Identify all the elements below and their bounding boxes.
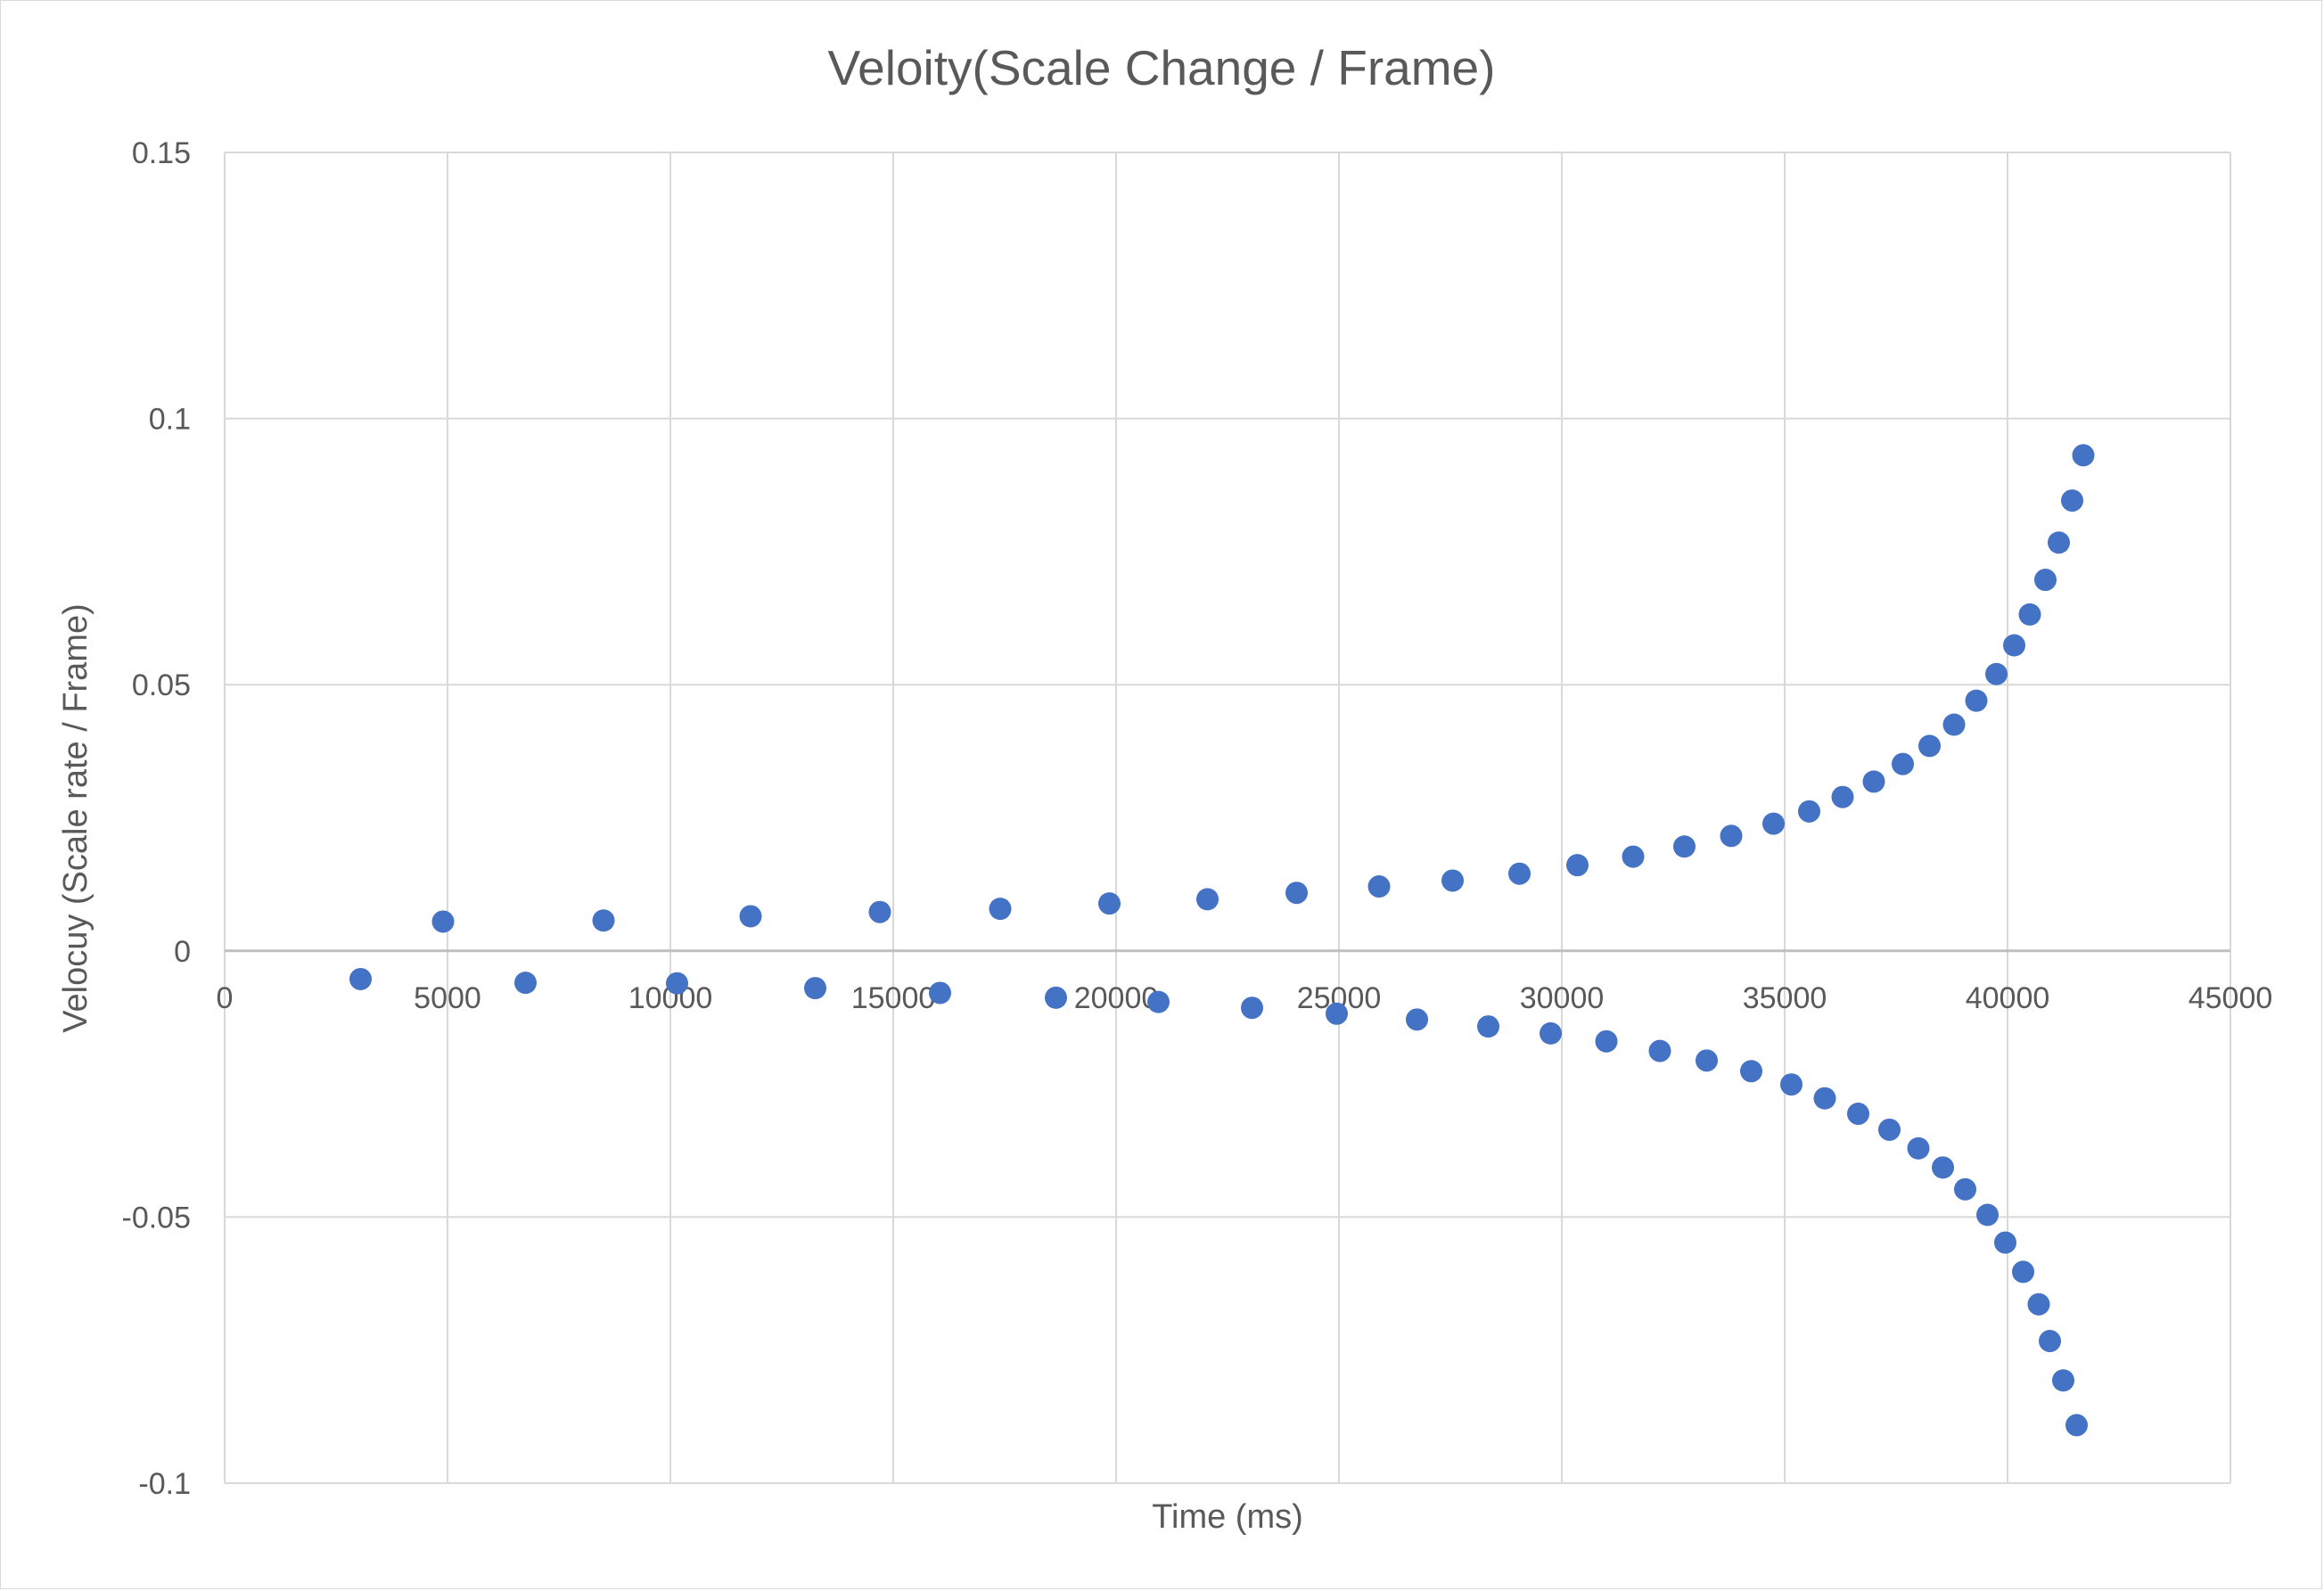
data-point — [514, 972, 537, 995]
y-tick-label: -0.1 — [138, 1467, 191, 1501]
chart-title: Veloity(Scale Change / Frame) — [828, 40, 1496, 95]
data-point — [1740, 1060, 1762, 1083]
data-point — [1566, 854, 1589, 877]
y-tick-label: 0.15 — [132, 136, 191, 170]
y-axis-title: Velocuy (Scale rate / Frame) — [57, 603, 94, 1033]
x-tick-label: 20000 — [1074, 981, 1159, 1015]
y-tick-label: -0.05 — [122, 1201, 192, 1234]
data-point — [1673, 835, 1696, 858]
data-point — [1595, 1029, 1618, 1053]
tick-labels: 0 5000 10000 15000 20000 25000 30000 35000 40000… — [122, 136, 2273, 1501]
y-tick-label: 0 — [174, 935, 191, 969]
data-point — [1762, 812, 1785, 835]
data-point — [804, 977, 826, 1000]
data-point — [1622, 845, 1645, 868]
data-point — [1976, 1203, 1999, 1226]
data-point — [1326, 1002, 1348, 1025]
data-point — [1813, 1087, 1836, 1110]
data-point — [1196, 888, 1219, 911]
data-point — [1045, 986, 1067, 1009]
data-point — [1932, 1156, 1954, 1179]
data-point — [1441, 869, 1464, 892]
x-tick-label: 0 — [217, 981, 234, 1015]
data-point — [1696, 1049, 1718, 1072]
data-point — [349, 967, 372, 990]
x-tick-label: 15000 — [851, 981, 936, 1015]
data-point — [2034, 569, 2057, 592]
data-point — [1508, 862, 1531, 885]
x-tick-label: 45000 — [2189, 981, 2273, 1015]
x-tick-label: 30000 — [1520, 981, 1605, 1015]
data-point — [1918, 734, 1941, 758]
data-point — [2018, 603, 2041, 626]
data-point — [1954, 1177, 1976, 1201]
data-point — [1098, 892, 1121, 915]
data-point — [2048, 531, 2070, 554]
data-point — [1720, 824, 1743, 848]
data-point — [2061, 489, 2083, 513]
data-point — [1406, 1008, 1428, 1031]
data-point — [1965, 689, 1988, 712]
data-point — [1367, 875, 1391, 898]
data-point — [739, 905, 762, 928]
data-point — [989, 898, 1012, 921]
data-point — [431, 910, 455, 933]
y-tick-label: 0.1 — [149, 403, 191, 437]
data-point — [1648, 1039, 1671, 1062]
data-point — [1241, 996, 1263, 1020]
data-point — [592, 909, 615, 932]
data-points — [349, 444, 2095, 1437]
data-point — [1780, 1073, 1803, 1096]
data-point — [929, 981, 951, 1005]
data-point — [1994, 1231, 2016, 1254]
x-axis-title: Time (ms) — [1152, 1498, 1303, 1536]
data-point — [2012, 1260, 2034, 1283]
gridlines — [224, 152, 2231, 1484]
data-point — [1147, 990, 1170, 1013]
x-tick-label: 40000 — [1966, 981, 2050, 1015]
x-tick-label: 5000 — [414, 981, 481, 1015]
data-point — [1540, 1021, 1562, 1045]
data-point — [1892, 752, 1914, 775]
data-point — [2003, 634, 2025, 657]
data-point — [1798, 800, 1820, 823]
y-tick-label: 0.05 — [132, 668, 191, 702]
data-point — [1847, 1103, 1869, 1126]
data-point — [1477, 1015, 1499, 1038]
data-point — [2027, 1292, 2050, 1316]
data-point — [868, 900, 891, 923]
data-point — [1985, 662, 2008, 685]
x-tick-label: 35000 — [1743, 981, 1827, 1015]
data-point — [2039, 1330, 2061, 1353]
data-point — [666, 972, 688, 995]
data-point — [2052, 1369, 2074, 1392]
data-point — [1862, 770, 1885, 793]
data-point — [1907, 1136, 1930, 1160]
data-point — [1831, 785, 1854, 808]
data-point — [1942, 713, 1966, 736]
data-point — [1878, 1118, 1901, 1141]
data-point — [2072, 444, 2095, 467]
data-point — [1285, 882, 1308, 905]
data-point — [2065, 1414, 2088, 1437]
